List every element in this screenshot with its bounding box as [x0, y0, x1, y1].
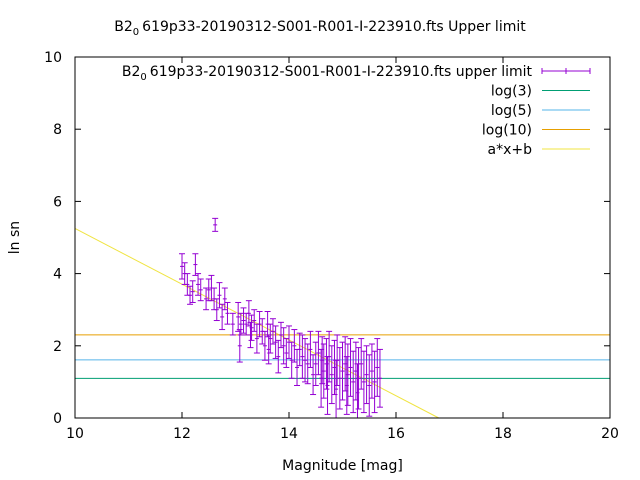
- legend-item-fit: a*x+b: [488, 142, 590, 158]
- data-point: [229, 312, 236, 336]
- data-point: [213, 298, 220, 322]
- y-tick-label: 6: [53, 194, 62, 210]
- data-point: [240, 307, 247, 334]
- data-point: [248, 314, 255, 341]
- fit-line-layer: [74, 228, 440, 419]
- data-point: [343, 356, 350, 415]
- data-point: [371, 350, 378, 414]
- data-point: [253, 323, 260, 354]
- legend-item-log3: log(3): [491, 84, 590, 100]
- data-point: [197, 278, 204, 302]
- legend-item-log10: log(10): [482, 123, 590, 139]
- plot-frame: [74, 56, 611, 419]
- chart-title-text: B20 619p33-20190312-S001-R001-I-223910.ft…: [114, 19, 526, 38]
- data-point: [195, 273, 202, 296]
- data-point: [203, 287, 210, 311]
- data-point: [374, 338, 381, 397]
- legend: B20 619p33-20190312-S001-R001-I-223910.ft…: [122, 64, 591, 158]
- data-point: [296, 332, 303, 367]
- data-point: [280, 327, 287, 365]
- data-point: [344, 343, 351, 406]
- data-point: [363, 345, 370, 405]
- data-point: [328, 345, 335, 405]
- y-axis-label: ln sn: [7, 221, 23, 254]
- legend-label: B20 619p33-20190312-S001-R001-I-223910.ft…: [122, 64, 533, 83]
- data-point: [192, 253, 199, 276]
- x-axis-label: Magnitude [mag]: [282, 458, 403, 474]
- title-subscript: 0: [133, 27, 139, 38]
- data-point: [216, 282, 223, 309]
- y-tick-label: 4: [53, 267, 62, 283]
- data-point: [312, 341, 319, 387]
- x-tick-label: 16: [387, 426, 405, 442]
- data-point: [277, 321, 284, 349]
- data-point: [189, 280, 196, 303]
- data-point: [376, 348, 383, 408]
- data-point: [302, 338, 309, 383]
- axis-ticks: 10 12 14 16 18 20 0 2 4 6 8 10: [44, 50, 619, 442]
- data-point: [187, 285, 194, 305]
- legend-label: a*x+b: [488, 142, 533, 158]
- data-point: [336, 347, 343, 410]
- data-points-layer: [179, 217, 383, 419]
- data-point: [251, 309, 258, 332]
- data-point: [307, 330, 314, 368]
- data-point: [347, 338, 354, 397]
- data-point: [294, 348, 301, 387]
- data-point: [272, 325, 279, 359]
- fit-line: [74, 228, 440, 419]
- data-point: [288, 341, 295, 379]
- data-point: [261, 330, 268, 361]
- data-point: [315, 330, 322, 376]
- data-point: [326, 330, 333, 383]
- data-point: [366, 354, 373, 417]
- legend-item-log5: log(5): [491, 103, 590, 119]
- legend-item-data: B20 619p33-20190312-S001-R001-I-223910.ft…: [122, 64, 591, 83]
- data-point: [237, 312, 244, 336]
- data-point: [355, 347, 362, 410]
- chart-title: B20 619p33-20190312-S001-R001-I-223910.ft…: [114, 19, 526, 38]
- data-point: [256, 311, 263, 338]
- data-point: [350, 350, 357, 414]
- data-point: [291, 329, 298, 363]
- data-point: [245, 300, 252, 327]
- data-point: [360, 350, 367, 414]
- data-point: [334, 334, 341, 387]
- title-part: 619p33-20190312-S001-R001-I-223910.fts U…: [142, 19, 526, 35]
- y-tick-label: 10: [44, 50, 62, 66]
- data-point: [318, 348, 325, 408]
- data-point: [304, 343, 311, 385]
- data-point: [358, 338, 365, 390]
- data-point: [368, 343, 375, 399]
- data-point: [219, 303, 226, 331]
- y-tick-label: 8: [53, 122, 62, 138]
- x-tick-label: 10: [66, 426, 84, 442]
- data-point: [247, 321, 254, 349]
- x-tick-label: 14: [280, 426, 298, 442]
- data-point: [212, 217, 219, 232]
- x-tick-label: 18: [494, 426, 512, 442]
- data-point: [339, 341, 346, 401]
- data-point: [235, 301, 242, 332]
- data-point: [269, 318, 276, 345]
- data-point: [275, 339, 282, 374]
- data-point: [221, 287, 228, 311]
- data-point: [283, 338, 290, 368]
- legend-label: log(3): [491, 84, 532, 100]
- legend-label: log(10): [482, 123, 532, 139]
- legend-label: log(5): [491, 103, 532, 119]
- data-point: [323, 338, 330, 390]
- data-point: [310, 354, 317, 396]
- data-point: [179, 253, 185, 280]
- y-tick-label: 2: [53, 339, 62, 355]
- data-point: [267, 323, 274, 354]
- data-point: [224, 301, 231, 325]
- data-point: [299, 334, 306, 379]
- x-tick-label: 20: [601, 426, 619, 442]
- title-part: B2: [114, 19, 133, 35]
- y-tick-label: 0: [53, 411, 62, 427]
- x-tick-label: 12: [173, 426, 191, 442]
